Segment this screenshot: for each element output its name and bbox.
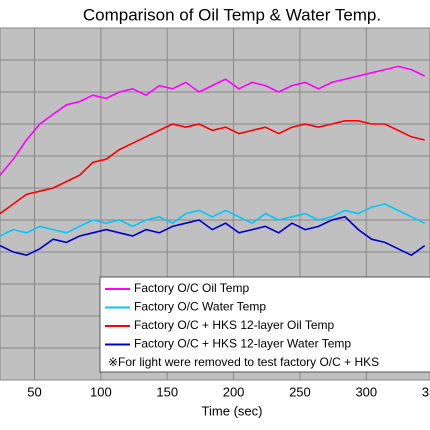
series-line <box>0 120 425 215</box>
x-tick-label: 250 <box>289 384 311 399</box>
chart-title: Comparison of Oil Temp & Water Temp. <box>83 5 381 24</box>
x-tick-label: 200 <box>223 384 245 399</box>
legend-label: Factory O/C Water Temp <box>134 300 266 314</box>
series-line <box>0 65 426 176</box>
legend-note: ※For light were removed to test factory … <box>108 355 379 369</box>
x-tick-label: 350 <box>422 384 430 399</box>
legend-label: Factory O/C + HKS 12-layer Water Temp <box>134 337 351 351</box>
x-tick-label: 150 <box>156 384 178 399</box>
legend-label: Factory O/C Oil Temp <box>134 281 249 295</box>
series-line <box>0 215 426 257</box>
x-tick-label: 50 <box>27 384 41 399</box>
x-tick-label: 300 <box>355 384 377 399</box>
series-line <box>0 203 426 237</box>
x-axis-label: Time (sec) <box>202 403 263 418</box>
legend-label: Factory O/C + HKS 12-layer Oil Temp <box>134 318 335 332</box>
x-tick-label: 100 <box>90 384 112 399</box>
legend-box <box>99 276 430 373</box>
